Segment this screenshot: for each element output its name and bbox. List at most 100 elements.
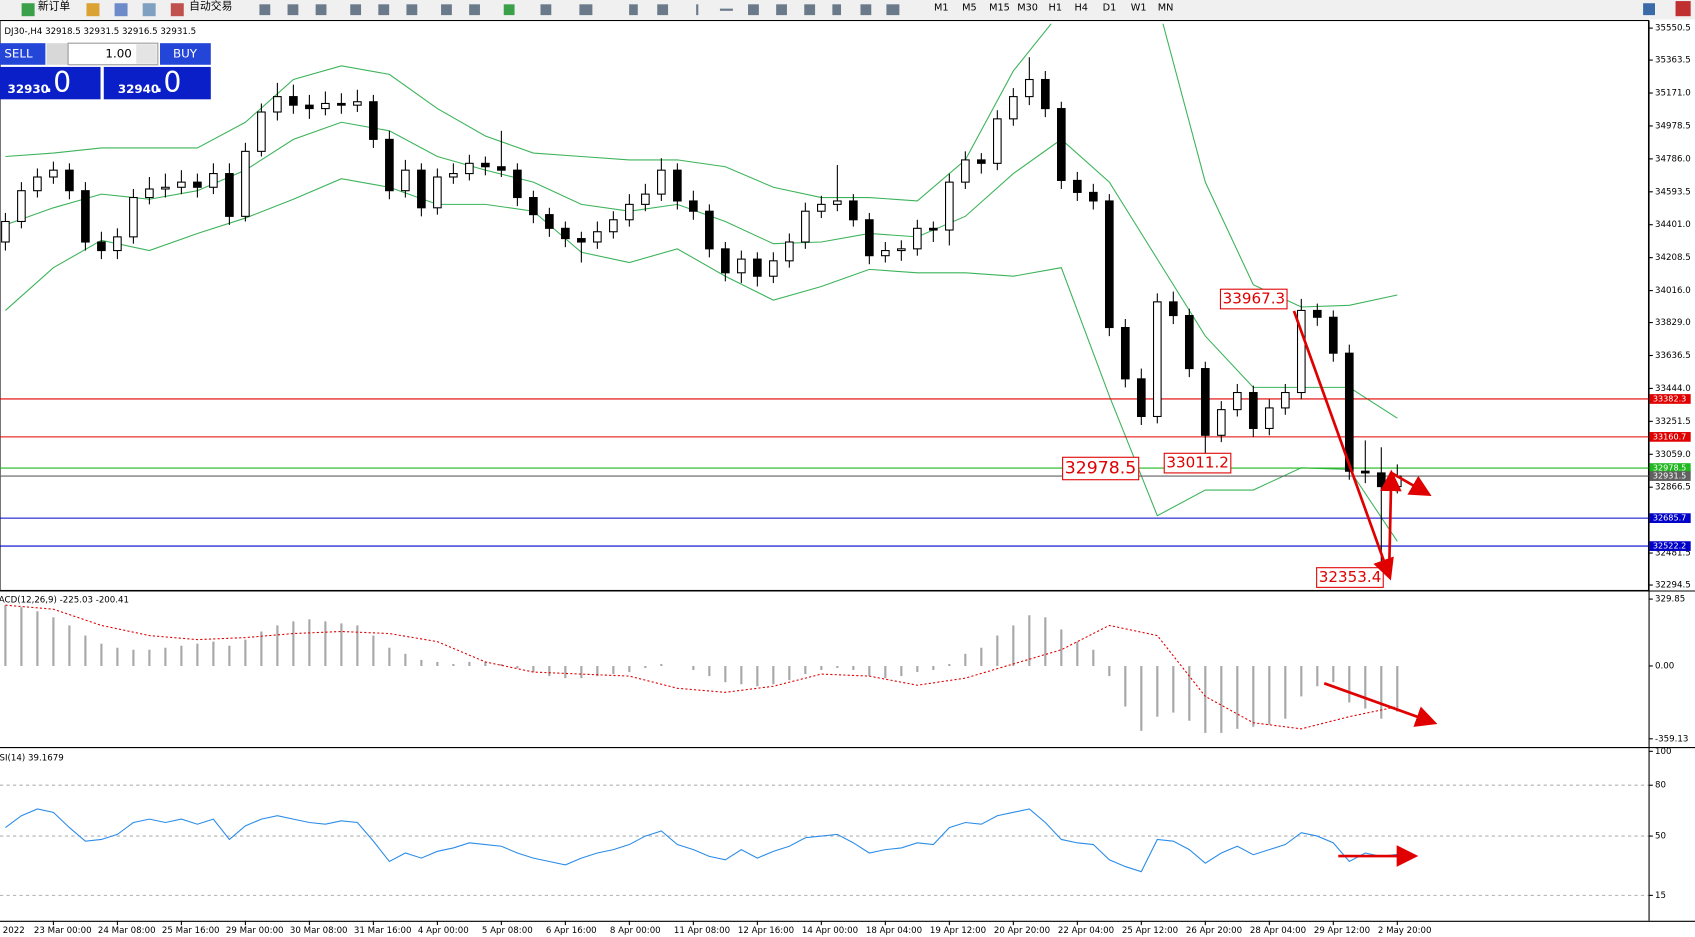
candle-body xyxy=(385,138,394,192)
macd-bar xyxy=(900,665,903,677)
tool-icon[interactable] xyxy=(748,4,759,16)
timeframe-button[interactable]: D1 xyxy=(1103,3,1117,14)
buy-price-big[interactable]: .0 xyxy=(155,66,182,99)
timeframe-button[interactable]: MN xyxy=(1158,3,1174,14)
new-order-icon[interactable] xyxy=(21,3,35,17)
buy-button[interactable] xyxy=(159,43,211,65)
lot-value[interactable]: 1.00 xyxy=(105,46,131,60)
candle-body xyxy=(1168,301,1178,317)
y-tick-label: 33444.0 xyxy=(1655,384,1691,394)
tool-icon[interactable] xyxy=(629,4,638,16)
lot-up[interactable] xyxy=(136,44,157,64)
buy-label[interactable]: BUY xyxy=(173,46,198,60)
candle-body xyxy=(1072,179,1082,193)
macd-bar xyxy=(820,665,823,671)
candle-body xyxy=(1024,78,1034,98)
tool-icon[interactable] xyxy=(378,4,390,16)
sell-price-box[interactable] xyxy=(0,66,101,100)
x-tick-label: 28 Apr 04:00 xyxy=(1250,926,1306,936)
price-annotation-box xyxy=(1219,288,1288,310)
auto-trading-icon[interactable] xyxy=(170,3,184,17)
tool-icon[interactable] xyxy=(441,4,452,16)
buy-price-box[interactable] xyxy=(103,66,211,100)
candle-body xyxy=(401,169,410,192)
candle-body xyxy=(1328,316,1338,354)
timeframe-button[interactable]: H4 xyxy=(1075,3,1089,14)
macd-tick-label: 329.85 xyxy=(1655,595,1685,605)
candle-body xyxy=(1088,191,1098,202)
tool-icon[interactable] xyxy=(142,3,156,17)
timeframe-button[interactable]: M1 xyxy=(934,3,949,14)
tool-icon[interactable] xyxy=(804,4,816,16)
y-tick-label: 34016.0 xyxy=(1655,286,1691,296)
annotations: 33967.3 32978.5 33011.2 32353.4 xyxy=(1062,288,1384,588)
axes: 35550.5 35363.5 35171.0 34978.5 34786.0 34593… xyxy=(0,24,1691,936)
sell-button[interactable] xyxy=(0,43,46,65)
chart-header: DJ30-,H4 32918.5 32931.5 32916.5 32931.5 xyxy=(4,27,196,37)
candle-body xyxy=(993,118,1002,164)
auto-trading-button[interactable]: 自动交易 xyxy=(189,0,232,12)
macd-bar xyxy=(580,665,583,679)
candle-body xyxy=(193,181,202,188)
rsi-tick-label: 80 xyxy=(1655,781,1666,791)
lot-down[interactable] xyxy=(46,43,69,65)
macd-bar xyxy=(260,631,263,666)
tool-icon[interactable] xyxy=(776,4,787,16)
tool-icon[interactable] xyxy=(886,4,900,16)
macd-area xyxy=(4,604,1399,733)
timeframe-button[interactable]: M30 xyxy=(1017,3,1038,14)
tool-icon[interactable] xyxy=(86,3,100,17)
timeframe-button[interactable]: M15 xyxy=(989,3,1010,14)
tool-icon[interactable] xyxy=(315,4,327,16)
tool-icon[interactable] xyxy=(832,4,842,16)
timeframe-button[interactable]: M5 xyxy=(962,3,977,14)
tool-icon[interactable] xyxy=(540,4,552,16)
macd-tick-label: 0.00 xyxy=(1655,661,1674,671)
candle-body xyxy=(721,248,730,274)
macd-bar xyxy=(1332,665,1335,683)
candle-body xyxy=(881,250,890,257)
tool-icon[interactable] xyxy=(503,4,515,16)
candle-body xyxy=(257,111,266,152)
macd-bar xyxy=(932,665,935,671)
tool-icon[interactable] xyxy=(259,4,271,16)
macd-bar xyxy=(1092,649,1095,666)
candle-body xyxy=(833,200,842,205)
candle-body xyxy=(1312,309,1322,318)
timeframe-button[interactable]: H1 xyxy=(1049,3,1063,14)
one-click-trading: SELL 1.00 BUY 32930 .0 32940 .0 xyxy=(0,42,211,100)
tool-icon[interactable] xyxy=(696,4,699,16)
sell-price[interactable]: 32930 xyxy=(8,82,49,96)
tool-icon[interactable] xyxy=(114,3,128,17)
macd-bar xyxy=(404,653,407,666)
candle-body xyxy=(497,166,506,171)
candle-body xyxy=(737,258,746,274)
sell-price-big[interactable]: .0 xyxy=(44,66,71,99)
lot-input[interactable] xyxy=(67,42,159,66)
tool-icon[interactable] xyxy=(406,4,418,16)
search-icon[interactable] xyxy=(1643,3,1656,16)
new-order-button[interactable]: 新订单 xyxy=(38,0,71,12)
tool-icon[interactable] xyxy=(287,4,299,16)
y-tick-label: 34208.5 xyxy=(1655,253,1691,263)
tool-icon[interactable] xyxy=(657,4,669,16)
candle-body xyxy=(449,173,458,178)
tool-icon[interactable] xyxy=(350,4,362,16)
candle-body xyxy=(945,181,954,231)
tool-icon[interactable] xyxy=(469,4,480,16)
sell-label[interactable]: SELL xyxy=(4,46,33,60)
price-level-tag xyxy=(1649,471,1691,481)
tool-icon[interactable] xyxy=(719,8,733,11)
alert-icon[interactable] xyxy=(1675,1,1691,17)
candle-body xyxy=(145,188,154,199)
tool-icon[interactable] xyxy=(860,4,872,16)
timeframe-button[interactable]: W1 xyxy=(1131,3,1147,14)
macd-bar xyxy=(996,635,999,666)
arrow xyxy=(1323,682,1438,727)
y-tick-label: 33251.5 xyxy=(1655,417,1691,427)
candle-body xyxy=(321,102,330,110)
candle-body xyxy=(1104,200,1114,329)
tool-icon[interactable] xyxy=(579,4,593,16)
buy-price[interactable]: 32940 xyxy=(118,82,159,96)
candle-body xyxy=(353,101,362,106)
